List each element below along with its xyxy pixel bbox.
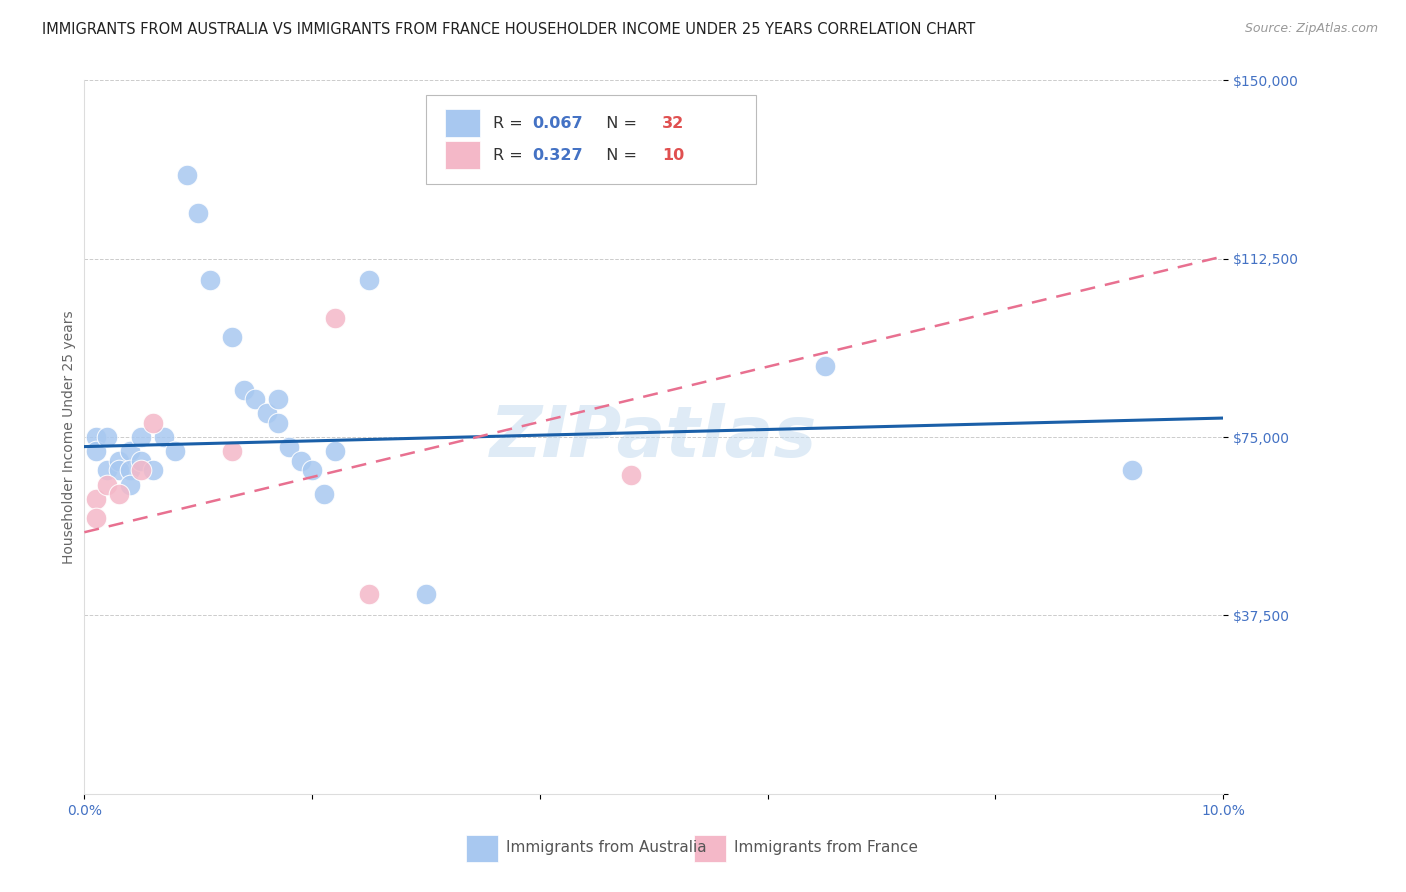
- Text: Source: ZipAtlas.com: Source: ZipAtlas.com: [1244, 22, 1378, 36]
- Point: [165, 444, 187, 458]
- Point: [118, 477, 141, 491]
- Point: [221, 330, 243, 344]
- Point: [267, 416, 290, 430]
- Point: [107, 463, 129, 477]
- Point: [245, 392, 267, 406]
- Point: [96, 477, 118, 491]
- Bar: [446, 141, 479, 169]
- Point: [620, 468, 643, 483]
- FancyBboxPatch shape: [426, 95, 756, 184]
- Text: 32: 32: [662, 116, 683, 130]
- Point: [359, 273, 381, 287]
- Point: [84, 491, 107, 506]
- Point: [1121, 463, 1143, 477]
- Text: N =: N =: [596, 148, 641, 162]
- Point: [84, 430, 107, 444]
- Point: [814, 359, 837, 373]
- Point: [256, 406, 278, 420]
- Point: [118, 444, 141, 458]
- Point: [84, 511, 107, 525]
- Point: [415, 587, 437, 601]
- Point: [96, 430, 118, 444]
- Point: [176, 169, 198, 183]
- Point: [198, 273, 221, 287]
- Point: [221, 444, 243, 458]
- Point: [290, 454, 312, 468]
- Text: IMMIGRANTS FROM AUSTRALIA VS IMMIGRANTS FROM FRANCE HOUSEHOLDER INCOME UNDER 25 : IMMIGRANTS FROM AUSTRALIA VS IMMIGRANTS …: [42, 22, 976, 37]
- Point: [142, 463, 165, 477]
- Point: [118, 463, 141, 477]
- Text: R =: R =: [494, 116, 529, 130]
- Text: Immigrants from France: Immigrants from France: [734, 840, 918, 855]
- Point: [359, 587, 381, 601]
- Point: [153, 430, 176, 444]
- Point: [323, 444, 346, 458]
- Point: [107, 487, 129, 501]
- Text: N =: N =: [596, 116, 641, 130]
- Bar: [465, 835, 498, 862]
- Point: [131, 454, 153, 468]
- Bar: [693, 835, 725, 862]
- Bar: [446, 109, 479, 137]
- Point: [187, 206, 209, 220]
- Point: [107, 454, 129, 468]
- Point: [142, 416, 165, 430]
- Text: Immigrants from Australia: Immigrants from Australia: [506, 840, 706, 855]
- Y-axis label: Householder Income Under 25 years: Householder Income Under 25 years: [62, 310, 76, 564]
- Point: [278, 440, 301, 454]
- Text: 0.067: 0.067: [531, 116, 582, 130]
- Text: 0.327: 0.327: [531, 148, 582, 162]
- Point: [84, 444, 107, 458]
- Text: 10: 10: [662, 148, 683, 162]
- Text: ZIPatlas: ZIPatlas: [491, 402, 817, 472]
- Point: [323, 311, 346, 326]
- Point: [267, 392, 290, 406]
- Point: [301, 463, 323, 477]
- Point: [232, 383, 254, 397]
- Point: [131, 463, 153, 477]
- Point: [312, 487, 335, 501]
- Point: [96, 463, 118, 477]
- Text: R =: R =: [494, 148, 529, 162]
- Point: [131, 430, 153, 444]
